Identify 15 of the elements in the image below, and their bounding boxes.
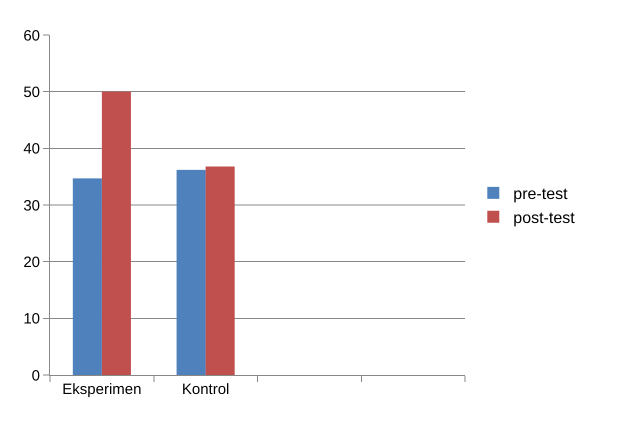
bar	[206, 166, 235, 375]
bar	[72, 178, 102, 375]
y-tick-label: 30	[23, 197, 40, 214]
x-tick-label: Kontrol	[182, 381, 230, 398]
bar	[176, 170, 206, 375]
legend-label: post-test	[513, 210, 576, 227]
y-tick-label: 20	[23, 254, 40, 271]
y-tick-label: 10	[23, 310, 40, 328]
y-tick-label: 60	[23, 27, 40, 44]
legend-label: pre-test	[513, 186, 568, 204]
y-tick-label: 0	[32, 367, 40, 384]
x-tick-label: Eksperimen	[62, 381, 142, 398]
y-tick-label: 50	[23, 84, 40, 101]
bar	[102, 92, 131, 375]
y-tick-label: 40	[23, 140, 40, 158]
